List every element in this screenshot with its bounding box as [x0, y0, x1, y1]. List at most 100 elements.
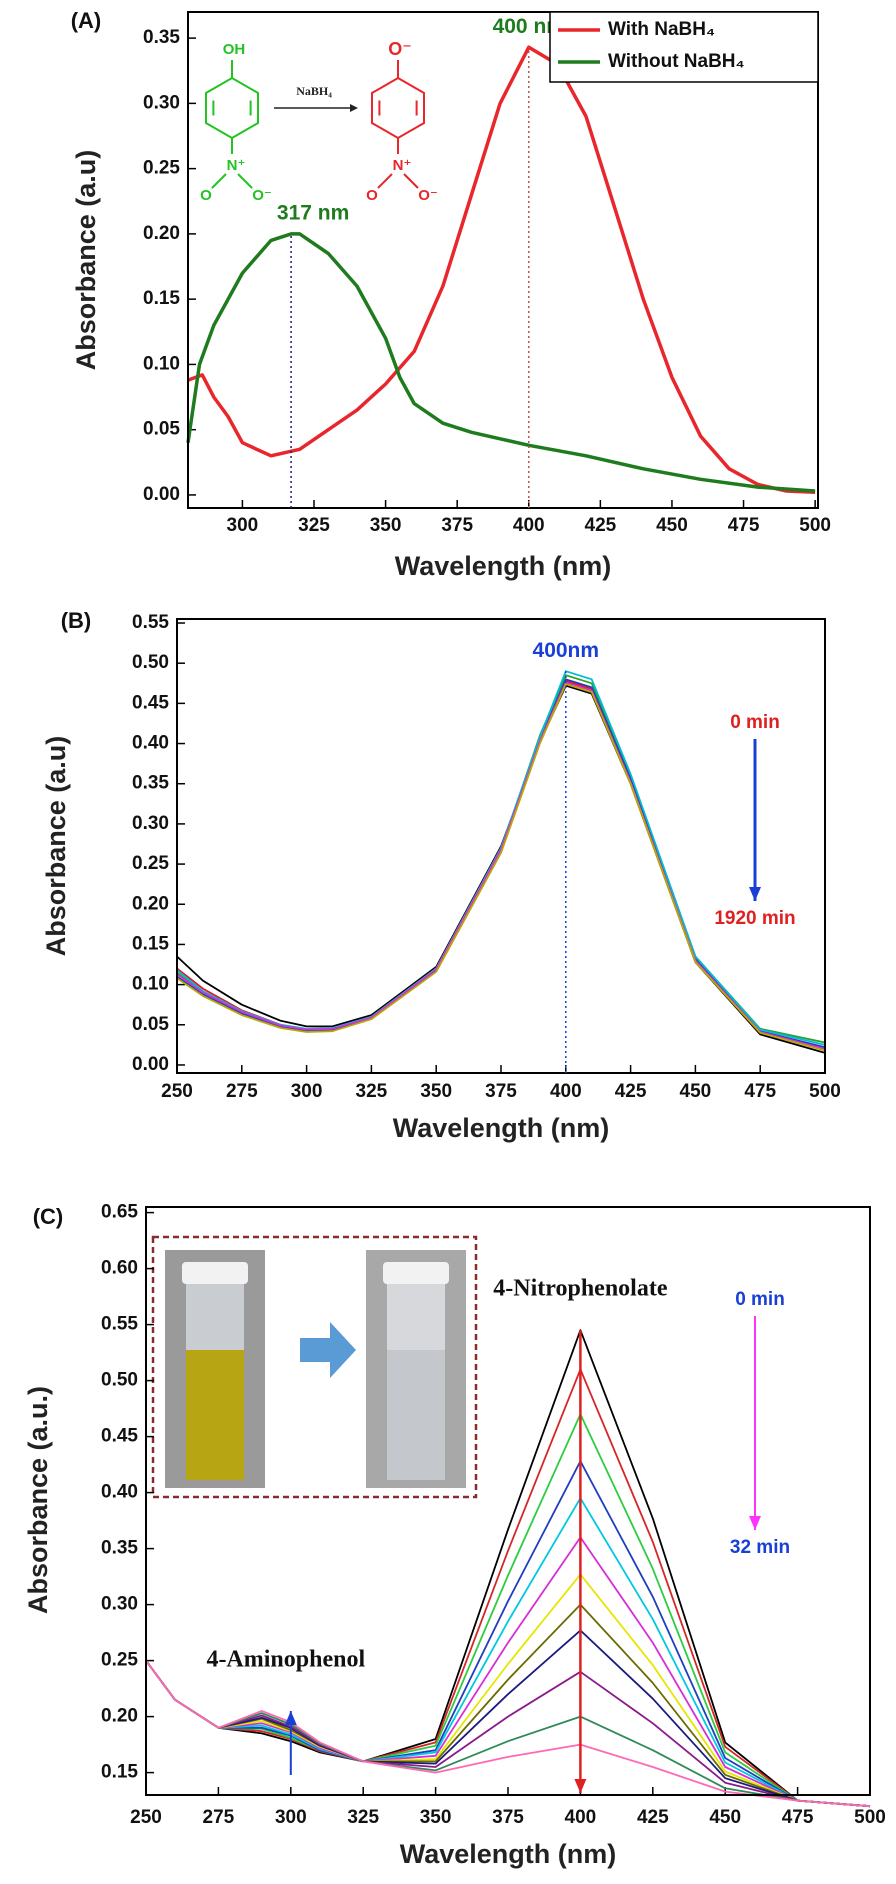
x-axis-title: Wavelength (nm)	[393, 1113, 610, 1143]
y-tick-label: 0.15	[101, 1762, 138, 1783]
panel-label: (A)	[71, 8, 102, 33]
time-end: 32 min	[730, 1537, 790, 1558]
y-tick-label: 0.40	[101, 1482, 138, 1503]
x-tick-label: 325	[356, 1081, 388, 1102]
y-tick-label: 0.20	[143, 223, 180, 244]
cuvette-liquid	[186, 1350, 244, 1480]
x-tick-label: 400	[565, 1807, 597, 1828]
product-group: O⁻	[388, 39, 412, 59]
y-tick-label: 0.30	[143, 92, 180, 113]
x-tick-label: 425	[585, 515, 617, 536]
y-axis-title: Absorbance (a.u)	[71, 150, 101, 371]
y-axis-title: Absorbance (a.u.)	[23, 1386, 53, 1614]
x-tick-label: 300	[275, 1807, 307, 1828]
y-tick-label: 0.05	[143, 419, 180, 440]
arrow-head	[574, 1779, 587, 1793]
y-tick-label: 0.30	[132, 813, 169, 834]
peak-label: 400nm	[533, 639, 600, 662]
nitrogen-label: N⁺	[393, 157, 412, 174]
oxide-label: O⁻	[252, 187, 272, 204]
reagent-label: NaBH₄	[296, 84, 332, 98]
x-tick-label: 425	[615, 1081, 647, 1102]
x-tick-label: 250	[161, 1081, 193, 1102]
legend-label: With NaBH₄	[608, 19, 715, 40]
series-line	[176, 683, 826, 1052]
y-tick-label: 0.35	[143, 27, 180, 48]
x-tick-label: 375	[441, 515, 473, 536]
y-tick-label: 0.45	[101, 1426, 138, 1447]
x-tick-label: 325	[298, 515, 330, 536]
inset-arrow	[300, 1322, 356, 1378]
arrow-head	[749, 887, 761, 901]
y-tick-label: 0.65	[101, 1202, 138, 1223]
x-tick-label: 300	[227, 515, 259, 536]
peak-label: 317 nm	[277, 201, 349, 224]
x-tick-label: 350	[420, 1807, 452, 1828]
arrow-head	[749, 1516, 761, 1530]
y-tick-label: 0.05	[132, 1014, 169, 1035]
oxide-label: O⁻	[418, 187, 438, 204]
bond	[403, 173, 419, 189]
legend-frame	[549, 11, 819, 83]
x-tick-label: 400	[550, 1081, 582, 1102]
y-tick-label: 0.30	[101, 1594, 138, 1615]
x-tick-label: 400	[513, 515, 545, 536]
x-axis-title: Wavelength (nm)	[400, 1839, 617, 1869]
x-tick-label: 325	[347, 1807, 379, 1828]
bond	[237, 173, 253, 189]
x-tick-label: 375	[492, 1807, 524, 1828]
arrow-head	[284, 1711, 297, 1725]
x-axis-title: Wavelength (nm)	[395, 551, 612, 581]
y-tick-label: 0.20	[101, 1706, 138, 1727]
plot-frame	[187, 11, 819, 509]
nitrogen-label: N⁺	[227, 157, 246, 174]
bond	[211, 173, 227, 189]
x-tick-label: 275	[203, 1807, 235, 1828]
y-tick-label: 0.55	[132, 612, 169, 633]
x-tick-label: 450	[680, 1081, 712, 1102]
y-tick-label: 0.15	[143, 288, 180, 309]
time-end: 1920 min	[714, 908, 795, 929]
cuvette-cap	[383, 1262, 449, 1284]
x-tick-label: 475	[744, 1081, 776, 1102]
x-tick-label: 500	[809, 1081, 841, 1102]
y-tick-label: 0.50	[101, 1370, 138, 1391]
x-tick-label: 350	[420, 1081, 452, 1102]
x-tick-label: 450	[709, 1807, 741, 1828]
bond	[377, 173, 393, 189]
x-tick-label: 475	[782, 1807, 814, 1828]
time-start: 0 min	[730, 712, 780, 733]
inset-photo	[151, 1235, 478, 1499]
y-tick-label: 0.10	[143, 353, 180, 374]
y-tick-label: 0.35	[132, 773, 169, 794]
peak-label: 4-Nitrophenolate	[493, 1276, 668, 1302]
legend-label: Without NaBH₄	[608, 51, 745, 72]
reactant-group: OH	[223, 41, 246, 58]
cuvette-cap	[182, 1262, 248, 1284]
y-tick-label: 0.45	[132, 692, 169, 713]
y-tick-label: 0.40	[132, 733, 169, 754]
series-line	[187, 45, 816, 495]
cuvette-liquid	[387, 1350, 445, 1480]
y-tick-label: 0.10	[132, 974, 169, 995]
oxygen-label: O	[200, 187, 212, 204]
y-tick-label: 0.55	[101, 1314, 138, 1335]
peak-label: 4-Aminophenol	[206, 1647, 365, 1673]
oxygen-label: O	[366, 187, 378, 204]
x-tick-label: 450	[656, 515, 688, 536]
time-start: 0 min	[735, 1289, 785, 1310]
y-tick-label: 0.50	[132, 652, 169, 673]
x-tick-label: 500	[854, 1807, 886, 1828]
y-tick-label: 0.15	[132, 933, 169, 954]
y-tick-label: 0.20	[132, 893, 169, 914]
y-axis-title: Absorbance (a.u)	[41, 736, 71, 957]
x-tick-label: 300	[291, 1081, 323, 1102]
x-tick-label: 500	[799, 515, 831, 536]
peak-label: 400 nm	[493, 15, 565, 38]
x-tick-label: 250	[130, 1807, 162, 1828]
panel-label: (C)	[33, 1204, 64, 1229]
reaction-arrow-head	[350, 104, 358, 112]
x-tick-label: 375	[485, 1081, 517, 1102]
